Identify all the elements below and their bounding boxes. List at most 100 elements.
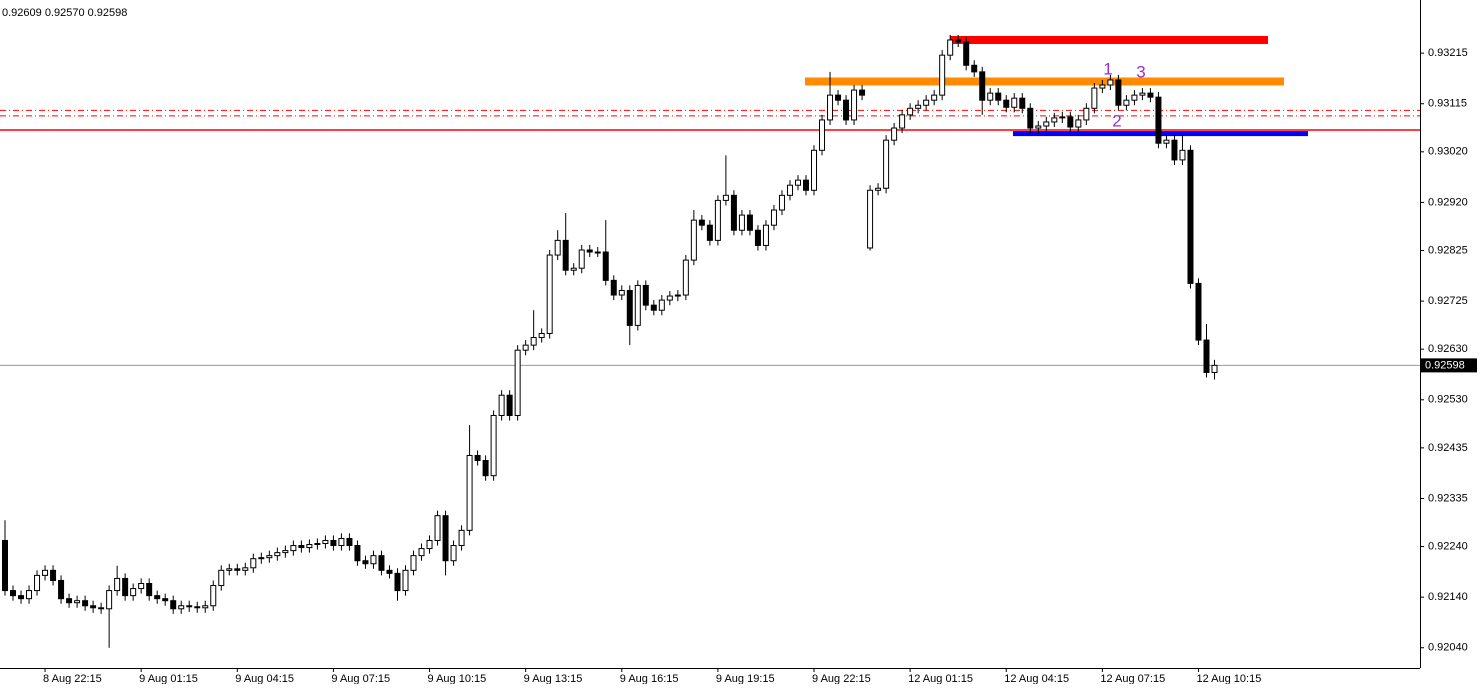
y-tick-label: 0.92825 <box>1428 244 1468 256</box>
candle-body <box>1051 117 1058 123</box>
candle-body <box>923 99 930 106</box>
candle-body <box>338 537 345 547</box>
candle-body <box>602 251 609 281</box>
candle-body <box>466 454 473 531</box>
candle-body <box>482 460 489 477</box>
candle-body <box>875 187 882 191</box>
candle-body <box>843 99 850 121</box>
x-tick-label: 9 Aug 16:15 <box>620 673 679 684</box>
candle-body <box>138 582 145 590</box>
candle-body <box>82 600 89 607</box>
candle-body <box>402 569 409 592</box>
candle-body <box>114 577 121 592</box>
candle-body <box>610 279 617 296</box>
candle-body <box>490 414 497 477</box>
candle-body <box>1059 116 1066 119</box>
candle-body <box>250 558 257 569</box>
candle-body <box>891 127 898 141</box>
candle-body <box>10 590 17 597</box>
candle-body <box>907 107 914 116</box>
candle-body <box>1027 107 1034 129</box>
candle-body <box>1075 119 1082 128</box>
candle-body <box>178 605 185 610</box>
x-tick-label: 9 Aug 07:15 <box>331 673 390 684</box>
candle-body <box>827 94 834 121</box>
y-tick-label: 0.92435 <box>1428 442 1468 454</box>
candle-body <box>899 114 906 129</box>
candle-body <box>1083 107 1090 121</box>
candle-body <box>274 552 281 557</box>
x-tick-label: 9 Aug 04:15 <box>235 673 294 684</box>
x-tick-label: 12 Aug 07:15 <box>1100 673 1165 684</box>
y-tick-label: 0.92725 <box>1428 295 1468 307</box>
candle-body <box>266 555 273 559</box>
candle-body <box>522 344 529 351</box>
candle-body <box>370 555 377 565</box>
candle-body <box>1211 364 1218 373</box>
candle-body <box>290 545 297 552</box>
candle-body <box>1123 99 1130 106</box>
candle-body <box>794 179 801 186</box>
y-tick-label: 0.93115 <box>1428 98 1467 110</box>
x-tick-label: 9 Aug 10:15 <box>428 673 487 684</box>
candle-body <box>931 94 938 101</box>
candle-body <box>474 454 481 462</box>
candle-body <box>42 569 49 576</box>
candle-body <box>1163 139 1170 144</box>
candle-body <box>650 304 657 311</box>
candle-body <box>1011 97 1018 108</box>
x-tick-label: 8 Aug 22:15 <box>43 673 102 684</box>
candle-body <box>1203 339 1210 373</box>
zone-bar <box>805 77 1284 86</box>
candle-body <box>915 104 922 109</box>
candle-body <box>1155 96 1162 144</box>
candle-body <box>154 595 161 600</box>
y-tick-label: 0.92240 <box>1428 540 1468 552</box>
candle-body <box>306 544 313 549</box>
y-tick-label: 0.92920 <box>1428 196 1468 208</box>
candle-body <box>330 539 337 547</box>
candle-body <box>1043 121 1050 127</box>
candle-body <box>955 39 962 43</box>
candle-body <box>995 92 1002 101</box>
candle-body <box>674 294 681 297</box>
candle-body <box>546 254 553 334</box>
candle-body <box>386 569 393 574</box>
candle-body <box>883 139 890 189</box>
candle-body <box>1187 149 1194 284</box>
candle-body <box>770 209 777 226</box>
x-tick-label: 12 Aug 01:15 <box>908 673 973 684</box>
candle-body <box>714 199 721 241</box>
y-tick-label: 0.92335 <box>1428 492 1468 504</box>
candle-body <box>1195 282 1202 341</box>
candle-body <box>1019 97 1026 109</box>
candle-body <box>2 539 8 592</box>
candle-body <box>1131 94 1138 101</box>
candle-body <box>298 545 305 549</box>
x-tick-label: 12 Aug 04:15 <box>1004 673 1069 684</box>
annotation: 1 <box>1103 59 1112 78</box>
x-tick-label: 9 Aug 19:15 <box>716 673 775 684</box>
candle-body <box>1035 125 1042 129</box>
candle-body <box>778 194 785 211</box>
current-price-label: 0.92598 <box>1425 359 1465 371</box>
candle-body <box>122 577 129 597</box>
y-tick-label: 0.92630 <box>1428 343 1468 355</box>
candle-body <box>514 349 521 416</box>
candle-body <box>90 605 97 609</box>
candle-body <box>442 515 449 562</box>
candle-body <box>554 239 561 256</box>
x-tick-label: 9 Aug 22:15 <box>812 673 871 684</box>
y-tick-label: 0.93020 <box>1428 146 1468 158</box>
candle-body <box>947 39 954 56</box>
candle-body <box>450 545 457 562</box>
candle-body <box>226 568 233 571</box>
x-tick-label: 12 Aug 10:15 <box>1196 673 1261 684</box>
candle-body <box>314 543 321 546</box>
candle-body <box>963 41 970 66</box>
candle-body <box>835 94 842 101</box>
annotation: 2 <box>1112 111 1121 130</box>
candle-body <box>146 582 153 597</box>
candle-body <box>859 89 866 96</box>
candle-body <box>738 214 745 231</box>
